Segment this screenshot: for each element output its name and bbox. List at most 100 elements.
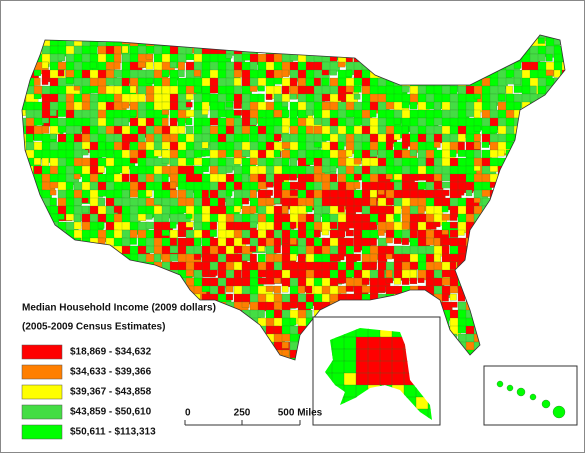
county [409,301,418,311]
county [153,349,164,360]
county [457,229,465,236]
county [177,341,194,360]
county [145,221,154,230]
county [481,221,497,238]
county [473,285,487,296]
county [249,333,260,342]
county [345,221,355,229]
county [473,237,486,247]
county [497,205,505,213]
county [305,37,313,43]
county [433,37,441,44]
county [41,237,57,257]
county [321,293,330,303]
borough [379,360,394,375]
county [537,37,545,44]
county [329,69,337,76]
county [81,333,93,346]
county [561,269,565,281]
county [401,181,411,191]
county [161,157,170,164]
county [481,341,498,360]
county [25,35,43,48]
county [113,61,121,70]
county [433,53,442,60]
county [449,61,463,75]
county [233,205,241,213]
county [345,37,359,51]
county [353,157,362,165]
county [505,37,516,47]
county [209,349,224,360]
county [553,245,563,257]
county [561,61,565,75]
county [89,61,97,69]
county [353,93,361,100]
county [161,109,169,115]
county [497,149,505,157]
county [561,181,565,197]
county [22,221,33,235]
county [441,357,453,360]
county [57,237,65,246]
county [425,45,439,60]
county [457,149,467,157]
legend-label: $50,611 - $113,313 [70,427,156,438]
county [145,213,153,220]
county [305,35,316,42]
county [481,285,496,300]
county [553,285,565,299]
county [433,237,441,247]
county [529,349,542,360]
county [401,35,410,38]
county [345,285,354,292]
county [209,341,222,355]
county [449,53,457,59]
county [545,221,556,233]
county [505,277,515,287]
county [545,165,559,180]
county [185,349,201,360]
county [281,125,290,134]
county [273,77,282,85]
county [241,197,249,205]
county [41,285,55,296]
county [49,109,57,117]
county [89,205,99,215]
county [201,35,213,42]
county [169,37,179,46]
county [25,37,41,51]
county [22,165,32,178]
county [489,293,500,302]
county [273,245,281,254]
county [441,285,451,296]
county [473,317,484,326]
county [489,341,500,353]
island [496,380,504,388]
county [361,37,370,44]
borough [343,360,358,375]
county [513,221,527,236]
county [553,165,564,177]
county [425,245,436,255]
county [161,293,172,303]
county [81,277,96,289]
county [201,101,210,111]
county [289,301,298,309]
county [489,317,499,326]
county [545,229,559,247]
county [153,277,164,288]
county [361,285,372,293]
county [481,325,493,336]
county [209,269,218,276]
county [529,325,541,334]
county [161,101,171,110]
county [409,69,418,78]
county [457,133,466,142]
county [481,141,490,148]
county [537,165,548,175]
county [489,45,501,61]
county [537,205,548,215]
county [353,35,367,44]
